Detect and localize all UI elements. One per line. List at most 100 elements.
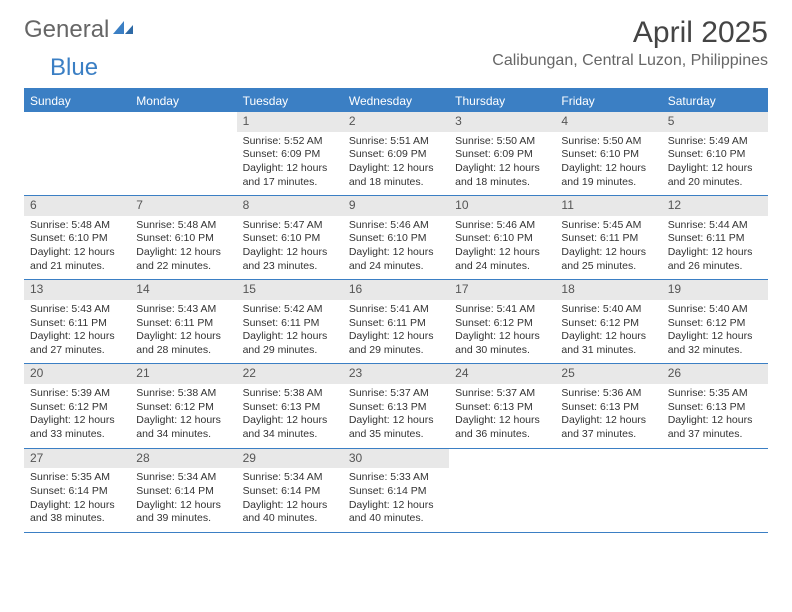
sunrise-line: Sunrise: 5:51 AM [349, 135, 443, 149]
sunrise-line: Sunrise: 5:48 AM [136, 219, 230, 233]
week-row: 13Sunrise: 5:43 AMSunset: 6:11 PMDayligh… [24, 280, 768, 364]
day-number: 7 [130, 196, 236, 216]
sunset-line: Sunset: 6:12 PM [668, 317, 762, 331]
sunset-line: Sunset: 6:11 PM [349, 317, 443, 331]
day-body: Sunrise: 5:35 AMSunset: 6:14 PMDaylight:… [24, 468, 130, 532]
sunrise-line: Sunrise: 5:41 AM [455, 303, 549, 317]
day-body: Sunrise: 5:34 AMSunset: 6:14 PMDaylight:… [237, 468, 343, 532]
daylight-line: Daylight: 12 hours and 24 minutes. [349, 246, 443, 273]
daylight-line: Daylight: 12 hours and 24 minutes. [455, 246, 549, 273]
day-body: Sunrise: 5:45 AMSunset: 6:11 PMDaylight:… [555, 216, 661, 280]
day-cell: 1Sunrise: 5:52 AMSunset: 6:09 PMDaylight… [237, 112, 343, 195]
sunrise-line: Sunrise: 5:37 AM [455, 387, 549, 401]
sunrise-line: Sunrise: 5:33 AM [349, 471, 443, 485]
day-body: Sunrise: 5:36 AMSunset: 6:13 PMDaylight:… [555, 384, 661, 448]
day-body: Sunrise: 5:44 AMSunset: 6:11 PMDaylight:… [662, 216, 768, 280]
daylight-line: Daylight: 12 hours and 27 minutes. [30, 330, 124, 357]
day-cell: 2Sunrise: 5:51 AMSunset: 6:09 PMDaylight… [343, 112, 449, 195]
sunset-line: Sunset: 6:14 PM [30, 485, 124, 499]
day-body: Sunrise: 5:49 AMSunset: 6:10 PMDaylight:… [662, 132, 768, 196]
day-cell: 3Sunrise: 5:50 AMSunset: 6:09 PMDaylight… [449, 112, 555, 195]
day-body: Sunrise: 5:43 AMSunset: 6:11 PMDaylight:… [130, 300, 236, 364]
empty-cell: 0 [449, 449, 555, 532]
day-cell: 17Sunrise: 5:41 AMSunset: 6:12 PMDayligh… [449, 280, 555, 363]
sunset-line: Sunset: 6:10 PM [30, 232, 124, 246]
daylight-line: Daylight: 12 hours and 32 minutes. [668, 330, 762, 357]
day-number: 23 [343, 364, 449, 384]
day-cell: 22Sunrise: 5:38 AMSunset: 6:13 PMDayligh… [237, 364, 343, 447]
daylight-line: Daylight: 12 hours and 20 minutes. [668, 162, 762, 189]
daylight-line: Daylight: 12 hours and 23 minutes. [243, 246, 337, 273]
week-row: 001Sunrise: 5:52 AMSunset: 6:09 PMDaylig… [24, 112, 768, 196]
sunrise-line: Sunrise: 5:48 AM [30, 219, 124, 233]
day-cell: 7Sunrise: 5:48 AMSunset: 6:10 PMDaylight… [130, 196, 236, 279]
daylight-line: Daylight: 12 hours and 33 minutes. [30, 414, 124, 441]
daylight-line: Daylight: 12 hours and 30 minutes. [455, 330, 549, 357]
sunset-line: Sunset: 6:10 PM [455, 232, 549, 246]
sunset-line: Sunset: 6:09 PM [455, 148, 549, 162]
day-number: 1 [237, 112, 343, 132]
daylight-line: Daylight: 12 hours and 22 minutes. [136, 246, 230, 273]
day-number: 13 [24, 280, 130, 300]
daylight-line: Daylight: 12 hours and 21 minutes. [30, 246, 124, 273]
dow-cell: Monday [130, 90, 236, 112]
sunrise-line: Sunrise: 5:40 AM [561, 303, 655, 317]
dow-cell: Thursday [449, 90, 555, 112]
sunrise-line: Sunrise: 5:43 AM [30, 303, 124, 317]
daylight-line: Daylight: 12 hours and 29 minutes. [243, 330, 337, 357]
day-body: Sunrise: 5:48 AMSunset: 6:10 PMDaylight:… [24, 216, 130, 280]
day-number: 30 [343, 449, 449, 469]
sunrise-line: Sunrise: 5:46 AM [455, 219, 549, 233]
sunset-line: Sunset: 6:11 PM [668, 232, 762, 246]
day-number: 15 [237, 280, 343, 300]
day-number: 29 [237, 449, 343, 469]
day-body: Sunrise: 5:50 AMSunset: 6:09 PMDaylight:… [449, 132, 555, 196]
dow-cell: Saturday [662, 90, 768, 112]
day-body: Sunrise: 5:40 AMSunset: 6:12 PMDaylight:… [555, 300, 661, 364]
day-body: Sunrise: 5:37 AMSunset: 6:13 PMDaylight:… [343, 384, 449, 448]
week-row: 20Sunrise: 5:39 AMSunset: 6:12 PMDayligh… [24, 364, 768, 448]
day-number: 10 [449, 196, 555, 216]
daylight-line: Daylight: 12 hours and 25 minutes. [561, 246, 655, 273]
day-body: Sunrise: 5:38 AMSunset: 6:13 PMDaylight:… [237, 384, 343, 448]
sunrise-line: Sunrise: 5:45 AM [561, 219, 655, 233]
day-cell: 21Sunrise: 5:38 AMSunset: 6:12 PMDayligh… [130, 364, 236, 447]
sunset-line: Sunset: 6:11 PM [136, 317, 230, 331]
day-cell: 9Sunrise: 5:46 AMSunset: 6:10 PMDaylight… [343, 196, 449, 279]
day-cell: 26Sunrise: 5:35 AMSunset: 6:13 PMDayligh… [662, 364, 768, 447]
day-cell: 16Sunrise: 5:41 AMSunset: 6:11 PMDayligh… [343, 280, 449, 363]
day-cell: 11Sunrise: 5:45 AMSunset: 6:11 PMDayligh… [555, 196, 661, 279]
day-cell: 12Sunrise: 5:44 AMSunset: 6:11 PMDayligh… [662, 196, 768, 279]
day-cell: 13Sunrise: 5:43 AMSunset: 6:11 PMDayligh… [24, 280, 130, 363]
day-cell: 10Sunrise: 5:46 AMSunset: 6:10 PMDayligh… [449, 196, 555, 279]
sunrise-line: Sunrise: 5:42 AM [243, 303, 337, 317]
sunrise-line: Sunrise: 5:50 AM [455, 135, 549, 149]
daylight-line: Daylight: 12 hours and 37 minutes. [561, 414, 655, 441]
sunrise-line: Sunrise: 5:47 AM [243, 219, 337, 233]
day-body: Sunrise: 5:42 AMSunset: 6:11 PMDaylight:… [237, 300, 343, 364]
day-number: 5 [662, 112, 768, 132]
sunset-line: Sunset: 6:13 PM [349, 401, 443, 415]
day-number: 12 [662, 196, 768, 216]
day-number: 18 [555, 280, 661, 300]
sunset-line: Sunset: 6:10 PM [561, 148, 655, 162]
day-body: Sunrise: 5:33 AMSunset: 6:14 PMDaylight:… [343, 468, 449, 532]
calendar-body: 001Sunrise: 5:52 AMSunset: 6:09 PMDaylig… [24, 112, 768, 533]
day-cell: 28Sunrise: 5:34 AMSunset: 6:14 PMDayligh… [130, 449, 236, 532]
day-cell: 23Sunrise: 5:37 AMSunset: 6:13 PMDayligh… [343, 364, 449, 447]
dow-cell: Wednesday [343, 90, 449, 112]
day-cell: 29Sunrise: 5:34 AMSunset: 6:14 PMDayligh… [237, 449, 343, 532]
day-body: Sunrise: 5:46 AMSunset: 6:10 PMDaylight:… [449, 216, 555, 280]
daylight-line: Daylight: 12 hours and 18 minutes. [349, 162, 443, 189]
day-of-week-header: SundayMondayTuesdayWednesdayThursdayFrid… [24, 90, 768, 112]
day-number: 26 [662, 364, 768, 384]
day-cell: 14Sunrise: 5:43 AMSunset: 6:11 PMDayligh… [130, 280, 236, 363]
sunset-line: Sunset: 6:10 PM [668, 148, 762, 162]
day-body: Sunrise: 5:37 AMSunset: 6:13 PMDaylight:… [449, 384, 555, 448]
empty-cell: 0 [130, 112, 236, 195]
day-number: 16 [343, 280, 449, 300]
empty-cell: 0 [555, 449, 661, 532]
day-cell: 30Sunrise: 5:33 AMSunset: 6:14 PMDayligh… [343, 449, 449, 532]
sunrise-line: Sunrise: 5:35 AM [30, 471, 124, 485]
day-cell: 20Sunrise: 5:39 AMSunset: 6:12 PMDayligh… [24, 364, 130, 447]
